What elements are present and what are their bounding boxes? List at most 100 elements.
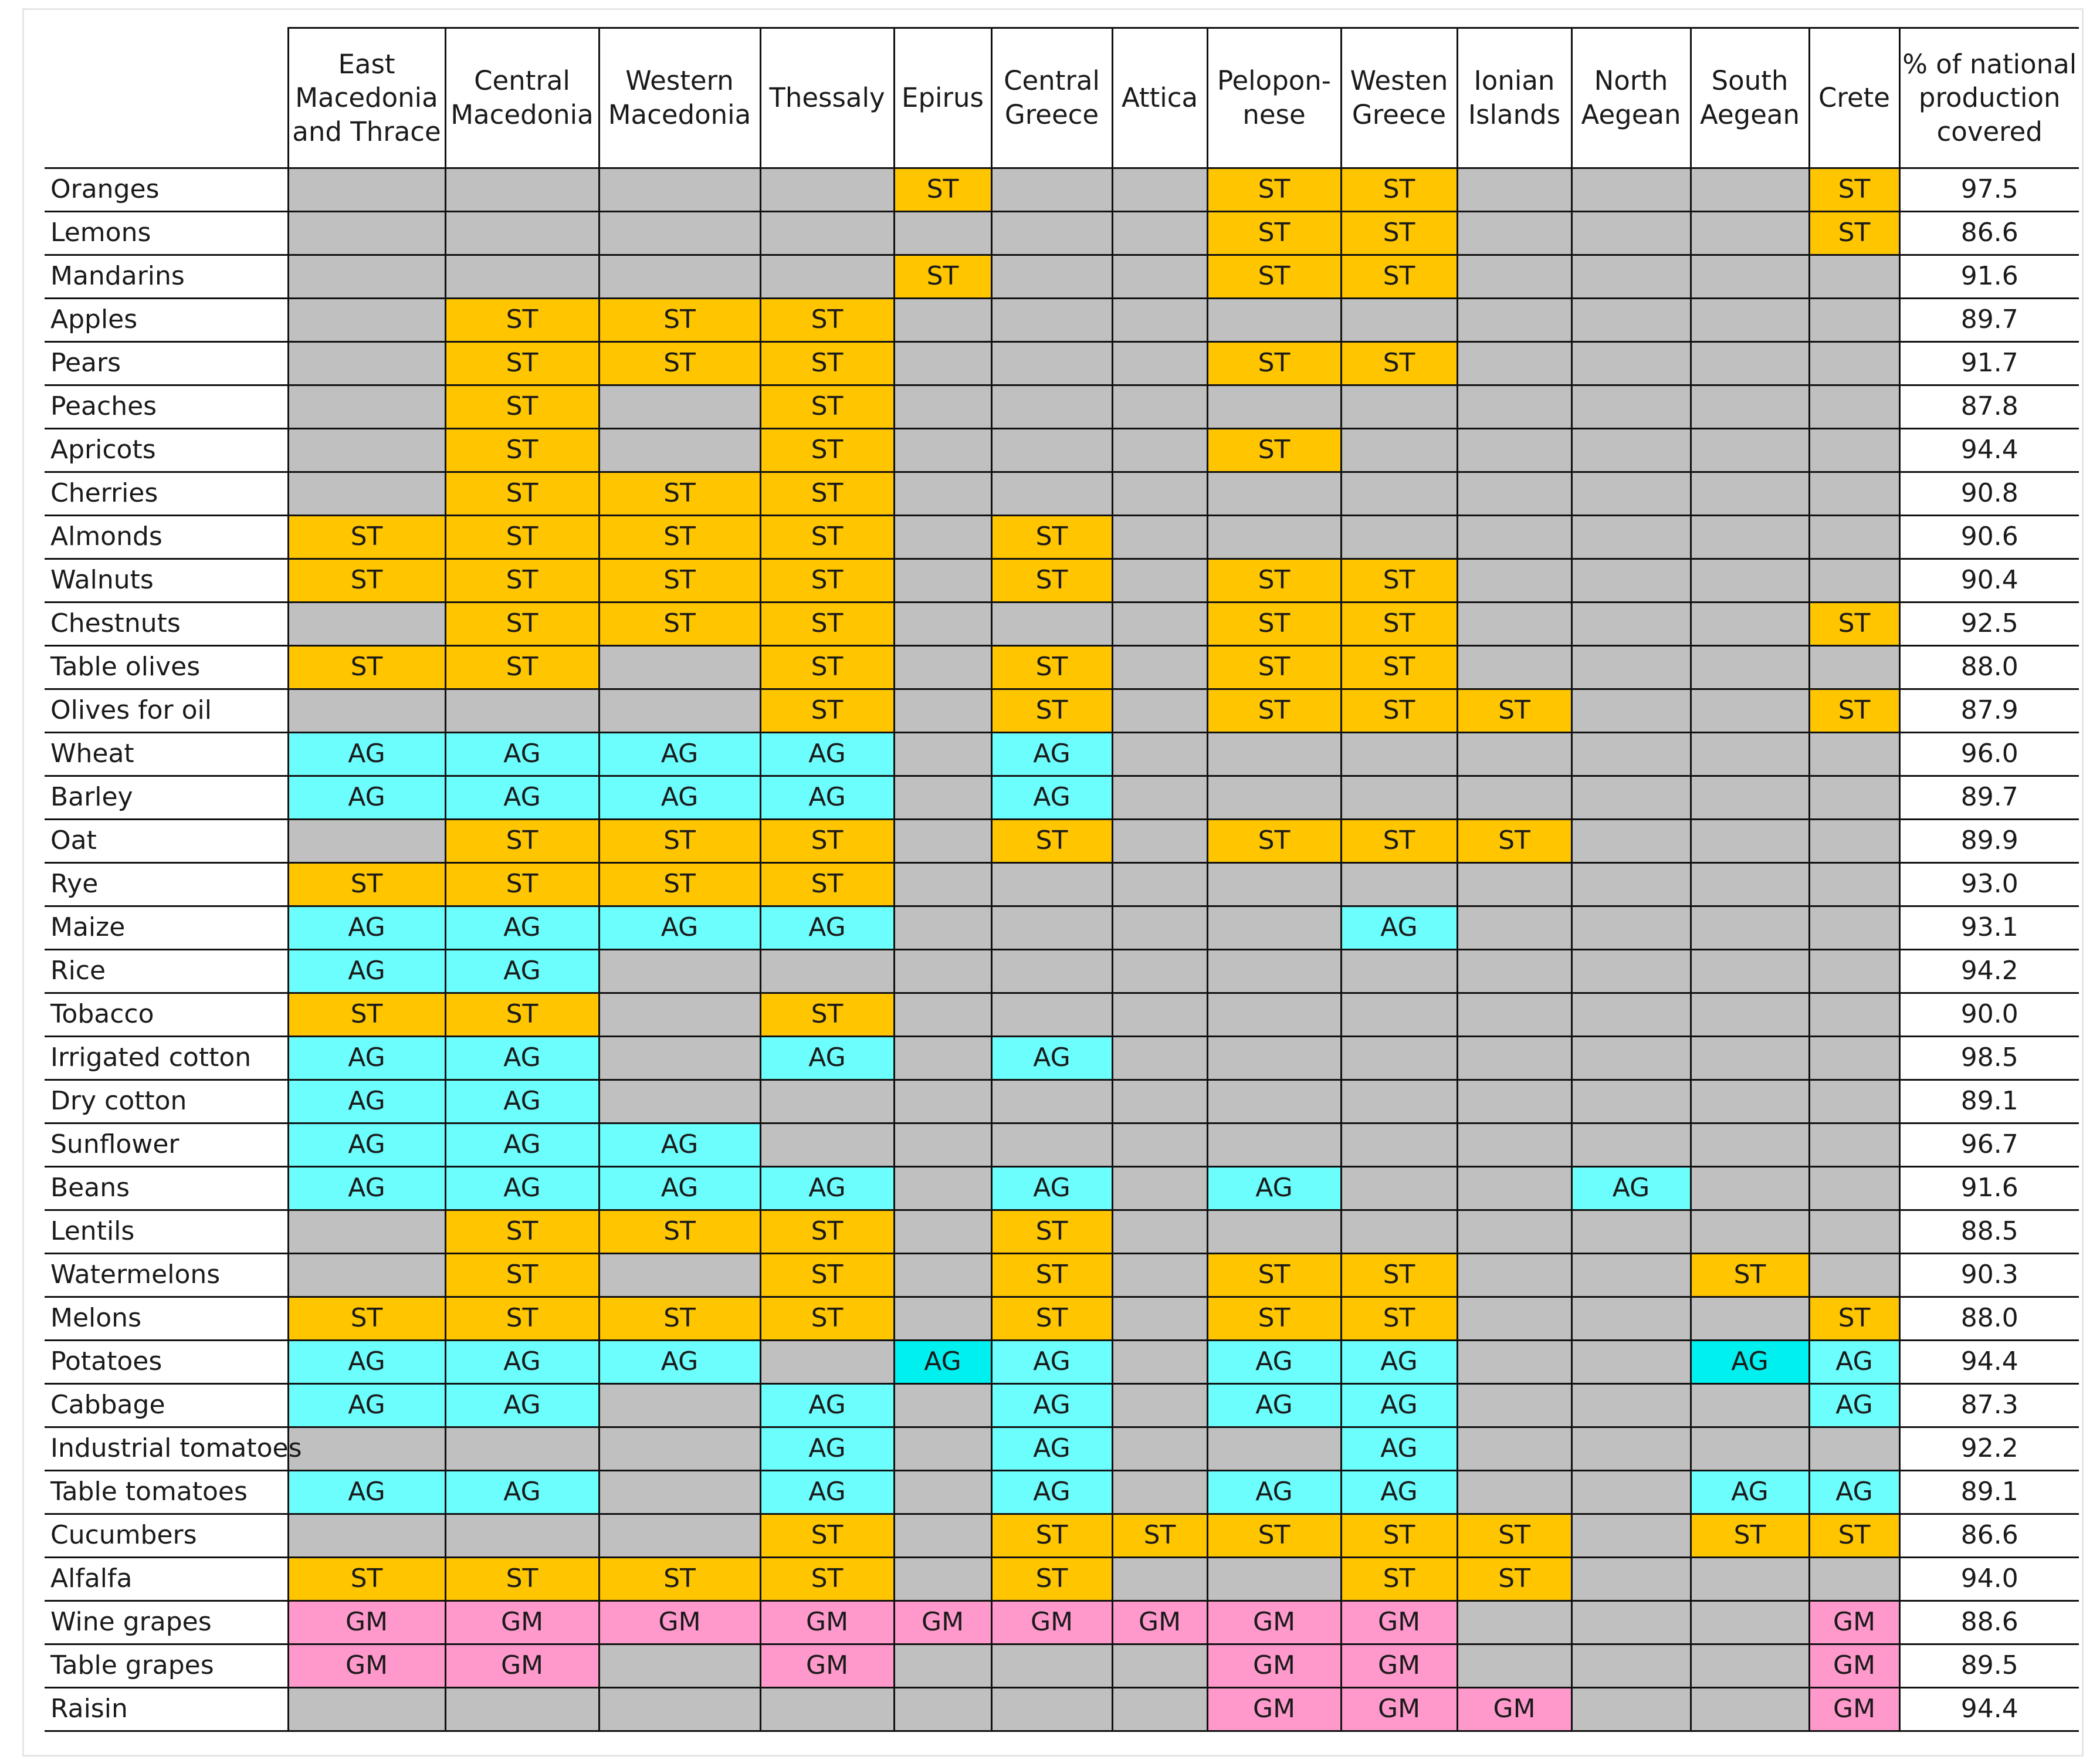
ag-cell: AG bbox=[598, 1166, 761, 1211]
empty-cell bbox=[759, 254, 895, 299]
st-cell: ST bbox=[759, 862, 895, 907]
empty-cell bbox=[598, 992, 761, 1037]
empty-cell bbox=[1340, 1122, 1458, 1168]
ag-cell: AG bbox=[444, 1036, 600, 1081]
empty-cell bbox=[1689, 341, 1810, 386]
empty-cell bbox=[1570, 1556, 1692, 1602]
empty-cell bbox=[287, 341, 446, 386]
st-cell: ST bbox=[1340, 818, 1458, 864]
empty-cell bbox=[1456, 254, 1573, 299]
coverage-value: 91.6 bbox=[1898, 1166, 2079, 1211]
st-cell: ST bbox=[444, 341, 600, 386]
st-cell: ST bbox=[1206, 167, 1342, 212]
empty-cell bbox=[759, 1687, 895, 1732]
table-row: Industrial tomatoes AG AG AG 92.2 bbox=[45, 1426, 2079, 1471]
empty-cell bbox=[1206, 515, 1342, 560]
empty-cell bbox=[1206, 1426, 1342, 1471]
empty-cell bbox=[759, 1079, 895, 1124]
ag-cell: AG bbox=[287, 1383, 446, 1428]
empty-cell bbox=[1340, 949, 1458, 994]
header-region: Pelopon-nese bbox=[1206, 27, 1342, 169]
empty-cell bbox=[1456, 297, 1573, 343]
st-cell: ST bbox=[1808, 601, 1901, 647]
gm-cell: GM bbox=[759, 1643, 895, 1688]
st-cell: ST bbox=[990, 1209, 1113, 1254]
st-cell: ST bbox=[444, 1209, 600, 1254]
table-row: Oranges ST ST ST ST 97.5 bbox=[45, 167, 2079, 212]
st-cell: ST bbox=[759, 1296, 895, 1341]
empty-cell bbox=[893, 818, 993, 864]
empty-cell bbox=[1456, 1383, 1573, 1428]
ag-cell: AG bbox=[1689, 1339, 1810, 1385]
st-cell: ST bbox=[1340, 688, 1458, 733]
empty-cell bbox=[1570, 601, 1692, 647]
ag-cell: AG bbox=[759, 775, 895, 820]
empty-cell bbox=[287, 1209, 446, 1254]
ag-cell: AG bbox=[287, 1036, 446, 1081]
gm-cell: GM bbox=[1340, 1687, 1458, 1732]
empty-cell bbox=[444, 167, 600, 212]
crop-name: Olives for oil bbox=[45, 688, 289, 733]
coverage-value: 88.0 bbox=[1898, 1296, 2079, 1341]
st-cell: ST bbox=[1340, 645, 1458, 690]
empty-cell bbox=[759, 1122, 895, 1168]
coverage-value: 97.5 bbox=[1898, 167, 2079, 212]
empty-cell bbox=[1808, 515, 1901, 560]
empty-cell bbox=[893, 1556, 993, 1602]
empty-cell bbox=[1689, 384, 1810, 429]
coverage-value: 92.5 bbox=[1898, 601, 2079, 647]
ag-cell: AG bbox=[1808, 1383, 1901, 1428]
empty-cell bbox=[444, 688, 600, 733]
empty-cell bbox=[1340, 862, 1458, 907]
empty-cell bbox=[893, 862, 993, 907]
empty-cell bbox=[1456, 1643, 1573, 1688]
coverage-value: 89.5 bbox=[1898, 1643, 2079, 1688]
coverage-value: 90.8 bbox=[1898, 471, 2079, 516]
empty-cell bbox=[1340, 471, 1458, 516]
empty-cell bbox=[1570, 1643, 1692, 1688]
empty-cell bbox=[1570, 515, 1692, 560]
empty-cell bbox=[1808, 1079, 1901, 1124]
st-cell: ST bbox=[1206, 688, 1342, 733]
empty-cell bbox=[1456, 471, 1573, 516]
empty-cell bbox=[1689, 297, 1810, 343]
empty-cell bbox=[990, 471, 1113, 516]
empty-cell bbox=[759, 1339, 895, 1385]
empty-cell bbox=[759, 211, 895, 256]
table-row: Table grapes GM GM GM GM GM GM 89.5 bbox=[45, 1643, 2079, 1688]
table-row: Barley AG AG AG AG AG 89.7 bbox=[45, 775, 2079, 820]
coverage-value: 90.4 bbox=[1898, 558, 2079, 603]
empty-cell bbox=[1570, 384, 1692, 429]
empty-cell bbox=[1456, 1426, 1573, 1471]
empty-cell bbox=[1456, 1600, 1573, 1645]
empty-cell bbox=[598, 1470, 761, 1515]
empty-cell bbox=[990, 992, 1113, 1037]
empty-cell bbox=[893, 1426, 993, 1471]
st-cell: ST bbox=[598, 862, 761, 907]
coverage-value: 88.0 bbox=[1898, 645, 2079, 690]
st-cell: ST bbox=[1206, 254, 1342, 299]
table-row: Tobacco ST ST ST 90.0 bbox=[45, 992, 2079, 1037]
st-cell: ST bbox=[444, 601, 600, 647]
empty-cell bbox=[1689, 471, 1810, 516]
empty-cell bbox=[1689, 1383, 1810, 1428]
empty-cell bbox=[1808, 862, 1901, 907]
empty-cell bbox=[1456, 862, 1573, 907]
st-cell: ST bbox=[990, 645, 1113, 690]
st-cell: ST bbox=[990, 1513, 1113, 1558]
empty-cell bbox=[1111, 775, 1208, 820]
empty-cell bbox=[1456, 732, 1573, 777]
empty-cell bbox=[1340, 1079, 1458, 1124]
header-region: Ionian Islands bbox=[1456, 27, 1573, 169]
crop-name: Lemons bbox=[45, 211, 289, 256]
table-row: Almonds ST ST ST ST ST 90.6 bbox=[45, 515, 2079, 560]
empty-cell bbox=[287, 1253, 446, 1298]
ag-cell: AG bbox=[990, 1036, 1113, 1081]
empty-cell bbox=[1570, 254, 1692, 299]
coverage-value: 87.8 bbox=[1898, 384, 2079, 429]
empty-cell bbox=[1570, 341, 1692, 386]
empty-cell bbox=[1808, 775, 1901, 820]
empty-cell bbox=[893, 1122, 993, 1168]
coverage-value: 94.4 bbox=[1898, 1687, 2079, 1732]
empty-cell bbox=[1570, 471, 1692, 516]
